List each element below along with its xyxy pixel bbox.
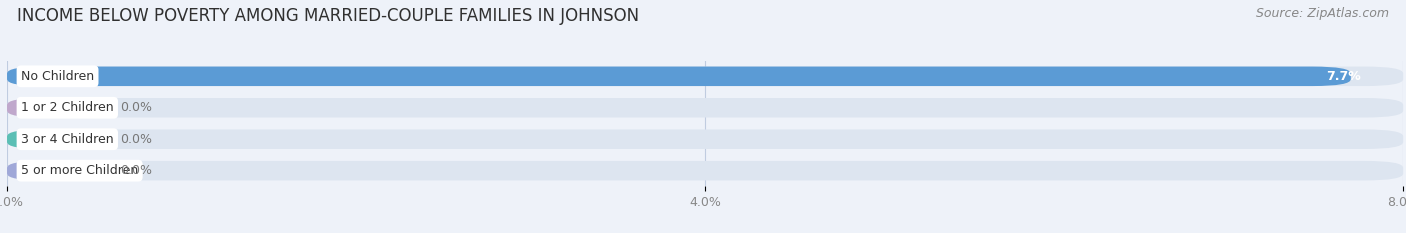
Text: 0.0%: 0.0%: [121, 133, 152, 146]
FancyBboxPatch shape: [7, 67, 1351, 86]
Text: Source: ZipAtlas.com: Source: ZipAtlas.com: [1256, 7, 1389, 20]
FancyBboxPatch shape: [7, 67, 1403, 86]
FancyBboxPatch shape: [7, 130, 94, 149]
Text: 1 or 2 Children: 1 or 2 Children: [21, 101, 114, 114]
FancyBboxPatch shape: [7, 130, 1403, 149]
Text: No Children: No Children: [21, 70, 94, 83]
Text: 0.0%: 0.0%: [121, 164, 152, 177]
Text: INCOME BELOW POVERTY AMONG MARRIED-COUPLE FAMILIES IN JOHNSON: INCOME BELOW POVERTY AMONG MARRIED-COUPL…: [17, 7, 638, 25]
FancyBboxPatch shape: [7, 98, 94, 117]
Text: 3 or 4 Children: 3 or 4 Children: [21, 133, 114, 146]
Text: 5 or more Children: 5 or more Children: [21, 164, 138, 177]
Text: 7.7%: 7.7%: [1326, 70, 1361, 83]
Text: 0.0%: 0.0%: [121, 101, 152, 114]
FancyBboxPatch shape: [7, 98, 1403, 117]
FancyBboxPatch shape: [7, 161, 94, 180]
FancyBboxPatch shape: [7, 161, 1403, 180]
